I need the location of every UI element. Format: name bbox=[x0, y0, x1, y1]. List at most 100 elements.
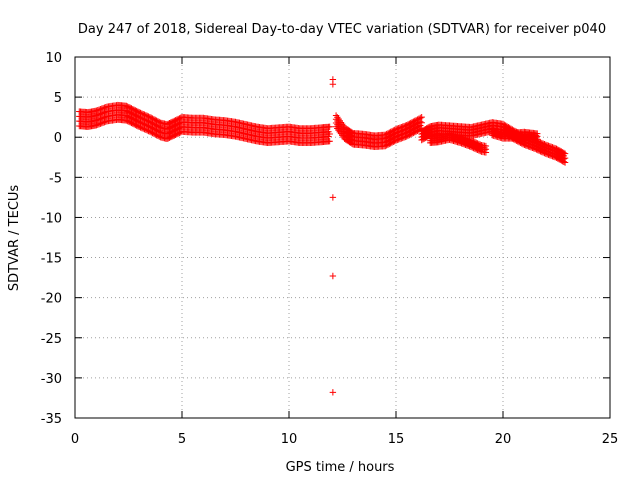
data-point bbox=[466, 136, 473, 144]
data-point bbox=[329, 81, 337, 88]
data-point bbox=[539, 140, 547, 147]
data-point bbox=[398, 123, 405, 131]
x-tick-label: 10 bbox=[281, 432, 298, 447]
data-point bbox=[457, 133, 464, 140]
data-point bbox=[549, 144, 556, 151]
data-point bbox=[545, 142, 552, 150]
grid-lines bbox=[75, 57, 610, 418]
data-point bbox=[537, 139, 544, 146]
y-tick-label: -20 bbox=[41, 292, 62, 307]
series-segment-3c bbox=[489, 126, 541, 143]
data-point bbox=[145, 113, 152, 120]
x-tick-label: 0 bbox=[71, 432, 79, 447]
series-main-band bbox=[76, 101, 333, 147]
data-point bbox=[547, 143, 555, 151]
x-tick-label: 5 bbox=[178, 432, 186, 447]
data-point bbox=[561, 150, 569, 157]
data-point bbox=[463, 135, 471, 143]
data-point bbox=[470, 138, 477, 145]
data-point bbox=[141, 111, 148, 118]
y-tick-label: -10 bbox=[41, 211, 62, 226]
y-tick-label: 10 bbox=[45, 51, 62, 66]
y-axis-label: SDTVAR / TECUs bbox=[7, 185, 22, 292]
data-point bbox=[459, 134, 467, 141]
data-point bbox=[467, 137, 475, 144]
data-point bbox=[329, 272, 337, 280]
y-tick-label: -5 bbox=[49, 171, 62, 186]
data-point bbox=[99, 105, 107, 112]
data-point bbox=[392, 126, 400, 133]
data-point bbox=[396, 124, 404, 131]
data-point bbox=[149, 115, 156, 122]
data-point bbox=[417, 114, 424, 122]
data-point bbox=[534, 130, 541, 137]
data-point bbox=[418, 119, 425, 126]
y-tick-label: -35 bbox=[41, 412, 62, 427]
data-point bbox=[93, 107, 100, 114]
data-point bbox=[538, 139, 545, 147]
data-point bbox=[477, 141, 484, 148]
axis-ticks: 0 5 10 15 20 25 10 5 0 -5 -10 -15 -20 -25 -30 -35 bbox=[41, 51, 619, 447]
y-tick-label: -30 bbox=[41, 372, 62, 387]
series-outliers bbox=[329, 76, 337, 396]
data-point bbox=[458, 133, 465, 141]
data-point bbox=[415, 115, 423, 122]
data-point bbox=[138, 110, 146, 117]
data-point bbox=[142, 112, 150, 119]
data-point bbox=[394, 125, 401, 132]
data-point bbox=[148, 114, 155, 122]
data-point bbox=[137, 109, 144, 117]
data-point bbox=[326, 138, 333, 145]
data-point bbox=[542, 141, 549, 149]
data-point bbox=[473, 139, 480, 147]
data-point bbox=[550, 144, 558, 152]
data-point bbox=[541, 141, 548, 148]
data-point bbox=[395, 124, 402, 132]
data-point bbox=[326, 123, 333, 130]
data-point bbox=[461, 134, 468, 142]
x-tick-label: 15 bbox=[388, 432, 405, 447]
data-point bbox=[98, 105, 105, 112]
data-point bbox=[475, 140, 483, 148]
data-point bbox=[154, 118, 162, 125]
chart-title: Day 247 of 2018, Sidereal Day-to-day VTE… bbox=[78, 22, 606, 37]
data-point bbox=[136, 109, 143, 116]
data-point bbox=[150, 116, 158, 123]
series-segment-2 bbox=[332, 112, 425, 151]
y-tick-label: -15 bbox=[41, 252, 62, 267]
plot-frame bbox=[74, 56, 611, 419]
data-point bbox=[546, 143, 554, 150]
data-point bbox=[543, 142, 551, 149]
data-point bbox=[471, 139, 479, 146]
data-point bbox=[95, 106, 103, 113]
x-tick-label: 20 bbox=[495, 432, 512, 447]
y-tick-label: 5 bbox=[54, 91, 62, 106]
data-point bbox=[560, 149, 568, 157]
data-point bbox=[482, 142, 490, 150]
data-point bbox=[97, 106, 104, 113]
y-tick-label: -25 bbox=[41, 332, 62, 347]
data-point bbox=[462, 135, 469, 142]
data-point bbox=[153, 117, 160, 124]
data-point bbox=[101, 104, 108, 111]
data-point bbox=[146, 113, 154, 121]
x-axis-label: GPS time / hours bbox=[286, 460, 395, 475]
data-point bbox=[505, 123, 512, 131]
data-point bbox=[499, 120, 507, 128]
data-point bbox=[140, 110, 147, 118]
x-tick-label: 25 bbox=[602, 432, 619, 447]
data-point bbox=[329, 194, 337, 201]
data-point bbox=[326, 130, 333, 138]
data-point bbox=[102, 104, 109, 111]
data-point bbox=[400, 122, 408, 130]
data-point bbox=[474, 140, 481, 147]
series-segment-3b bbox=[427, 130, 490, 156]
data-point bbox=[501, 121, 508, 128]
data-points bbox=[76, 76, 569, 396]
data-point bbox=[503, 123, 511, 130]
y-tick-label: 0 bbox=[54, 131, 62, 146]
data-point bbox=[418, 113, 425, 121]
data-point bbox=[144, 112, 151, 120]
